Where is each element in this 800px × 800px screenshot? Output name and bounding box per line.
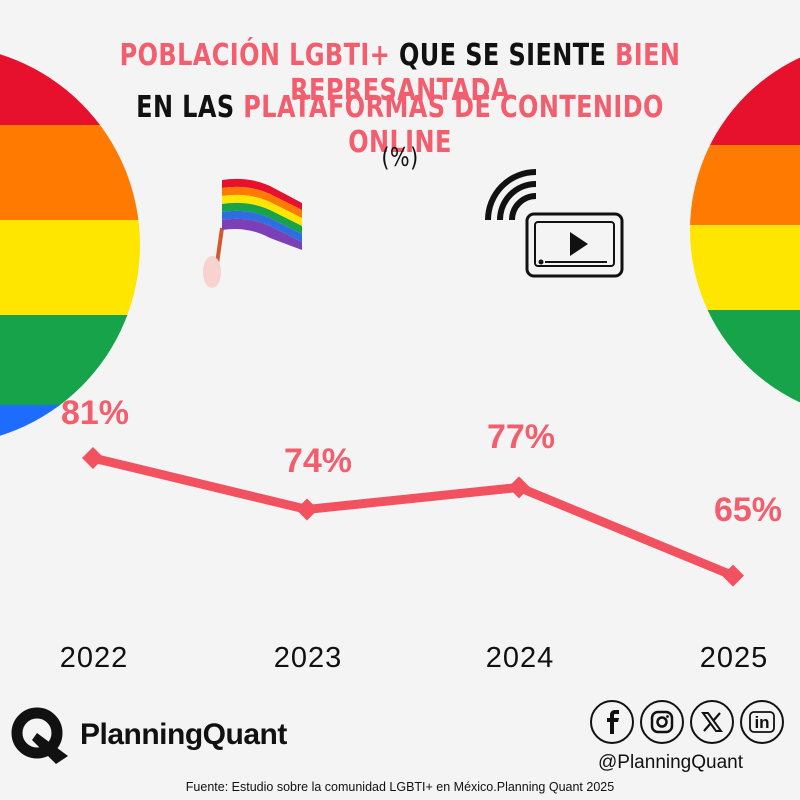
source-note: Fuente: Estudio sobre la comunidad LGBTI… xyxy=(185,780,615,794)
chart-title-line-1: POBLACIÓN LGBTI+ QUE SE SIENTE BIEN REPR… xyxy=(80,38,720,108)
social-links: in xyxy=(590,700,784,744)
title-highlight-population: POBLACIÓN LGBTI+ xyxy=(119,38,391,73)
title-highlight-platforms: PLATAFORMAS DE CONTENIDO ONLINE xyxy=(243,90,664,160)
data-point-2023 xyxy=(296,498,318,521)
data-point-2022 xyxy=(82,447,104,469)
unit-label: (%) xyxy=(381,143,419,173)
chart-title-line-2: EN LAS PLATAFORMAS DE CONTENIDO ONLINE xyxy=(80,90,720,160)
planningquant-logo-icon xyxy=(11,707,68,764)
series-line xyxy=(88,453,738,581)
x-tick-label-2025: 2025 xyxy=(700,642,769,674)
svg-text:in: in xyxy=(754,713,769,732)
data-point-2024 xyxy=(508,476,530,499)
data-label-2024: 77% xyxy=(487,418,555,456)
data-point-2025 xyxy=(722,564,744,587)
title-highlight-represented: BIEN REPRESANTADA xyxy=(290,38,681,108)
x-icon[interactable] xyxy=(690,700,734,744)
x-tick-label-2024: 2024 xyxy=(486,642,555,674)
x-tick-label-2022: 2022 xyxy=(60,642,129,674)
data-label-2023: 74% xyxy=(284,442,352,480)
data-label-2025: 65% xyxy=(714,491,782,529)
linkedin-icon[interactable]: in xyxy=(740,700,784,744)
title-text-in: EN LAS xyxy=(136,90,244,125)
brand-name: PlanningQuant xyxy=(80,718,287,751)
instagram-icon[interactable] xyxy=(640,700,684,744)
title-text-feels: QUE SE SIENTE xyxy=(390,38,616,73)
facebook-icon[interactable] xyxy=(590,700,634,744)
social-handle: @PlanningQuant xyxy=(598,752,743,773)
pride-flag-icon xyxy=(203,178,302,288)
brand-logo: PlanningQuant xyxy=(10,706,287,764)
streaming-video-icon xyxy=(485,169,624,278)
x-tick-label-2023: 2023 xyxy=(274,642,343,674)
data-label-2022: 81% xyxy=(61,394,129,432)
